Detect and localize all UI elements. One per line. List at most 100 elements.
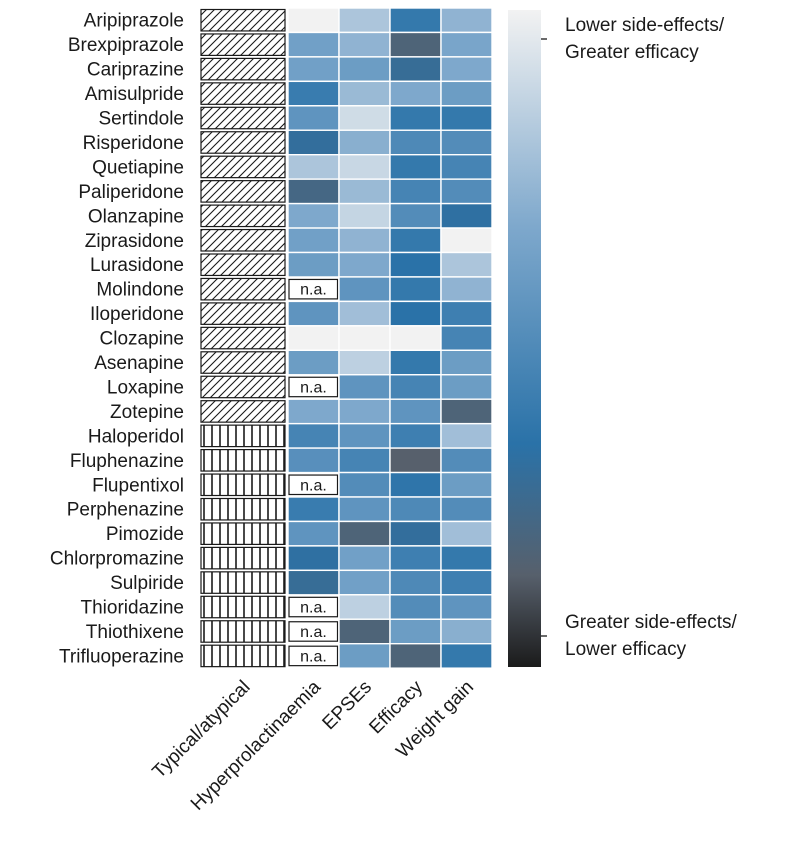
cell-thioridazine-hyperprolactinaemia-na <box>288 596 339 618</box>
row-label-asenapine: Asenapine <box>94 353 184 374</box>
row-label-iloperidone: Iloperidone <box>90 304 184 325</box>
class-cell-ziprasidone-atypical <box>200 228 286 252</box>
row-label-lurasidone: Lurasidone <box>90 255 184 276</box>
cell-flupentixol-epses <box>338 471 391 498</box>
row-label-paliperidone: Paliperidone <box>78 182 184 203</box>
colorbar-bottom-line2: Lower efficacy <box>565 639 687 660</box>
cell-sulpiride-epses <box>338 569 391 596</box>
class-cell-brexpiprazole-atypical <box>200 33 286 57</box>
cell-iloperidone-efficacy <box>389 300 442 327</box>
class-cell-risperidone-atypical <box>200 131 286 154</box>
cell-paliperidone-hyperprolactinaemia <box>287 178 340 205</box>
cell-thiothixene-epses <box>338 618 391 645</box>
cell-molindone-efficacy <box>389 276 442 303</box>
class-cell-chlorpromazine-typical <box>200 546 286 570</box>
cell-cariprazine-epses <box>338 56 391 83</box>
cell-molindone-epses <box>338 276 391 303</box>
class-cell-cariprazine-atypical <box>200 57 286 81</box>
cell-pimozide-epses <box>338 520 391 547</box>
cell-aripiprazole-epses <box>338 7 391 34</box>
cell-fluphenazine-efficacy <box>389 447 442 474</box>
cell-trifluoperazine-hyperprolactinaemia-na <box>288 645 339 667</box>
cell-brexpiprazole-weight-gain <box>440 31 493 58</box>
cell-pimozide-efficacy <box>389 520 442 547</box>
class-cell-flupentixol-typical <box>200 473 286 497</box>
cell-quetiapine-hyperprolactinaemia <box>287 153 340 180</box>
row-label-fluphenazine: Fluphenazine <box>70 451 184 472</box>
cell-paliperidone-efficacy <box>389 178 442 205</box>
cell-loxapine-weight-gain <box>440 374 493 400</box>
class-cell-amisulpride-atypical <box>200 82 286 105</box>
cell-clozapine-hyperprolactinaemia <box>287 325 340 352</box>
cell-clozapine-efficacy <box>389 325 442 352</box>
cell-aripiprazole-hyperprolactinaemia <box>287 7 340 34</box>
cell-lurasidone-hyperprolactinaemia <box>287 251 340 278</box>
cell-risperidone-weight-gain <box>440 129 493 156</box>
cell-sertindole-weight-gain <box>440 105 493 131</box>
cell-thiothixene-efficacy <box>389 618 442 645</box>
class-cell-thiothixene-typical <box>200 620 286 643</box>
cell-thioridazine-epses <box>338 594 391 620</box>
cell-amisulpride-hyperprolactinaemia <box>287 80 340 107</box>
cell-clozapine-epses <box>338 325 391 352</box>
col-label-hyperprolactinaemia: Hyperprolactinaemia <box>187 676 325 814</box>
row-label-clozapine: Clozapine <box>100 329 185 350</box>
cell-zotepine-epses <box>338 398 391 425</box>
cell-chlorpromazine-hyperprolactinaemia <box>287 545 340 572</box>
cell-perphenazine-epses <box>338 496 391 523</box>
cell-risperidone-epses <box>338 129 391 156</box>
cell-cariprazine-hyperprolactinaemia <box>287 56 340 83</box>
cell-trifluoperazine-weight-gain <box>440 643 493 669</box>
row-label-brexpiprazole: Brexpiprazole <box>68 35 184 56</box>
cell-ziprasidone-efficacy <box>389 227 442 254</box>
cell-brexpiprazole-epses <box>338 31 391 58</box>
na-label: n.a. <box>300 600 327 617</box>
cell-pimozide-hyperprolactinaemia <box>287 520 340 547</box>
cell-perphenazine-efficacy <box>389 496 442 523</box>
colorbar-top-line2: Greater efficacy <box>565 42 699 63</box>
cell-sertindole-efficacy <box>389 105 442 131</box>
cell-flupentixol-efficacy <box>389 471 442 498</box>
cell-ziprasidone-epses <box>338 227 391 254</box>
cell-sertindole-hyperprolactinaemia <box>287 105 340 131</box>
na-label: n.a. <box>300 282 327 299</box>
cell-paliperidone-epses <box>338 178 391 205</box>
row-label-risperidone: Risperidone <box>83 133 184 154</box>
cell-amisulpride-weight-gain <box>440 80 493 107</box>
row-label-cariprazine: Cariprazine <box>87 60 184 81</box>
colorbar <box>508 10 541 667</box>
cell-amisulpride-epses <box>338 80 391 107</box>
cell-quetiapine-efficacy <box>389 153 442 180</box>
cell-lurasidone-weight-gain <box>440 251 493 278</box>
cell-aripiprazole-weight-gain <box>440 7 493 34</box>
cell-sertindole-epses <box>338 105 391 131</box>
cell-ziprasidone-weight-gain <box>440 227 493 254</box>
cell-sulpiride-weight-gain <box>440 569 493 596</box>
row-label-flupentixol: Flupentixol <box>92 475 184 496</box>
cell-olanzapine-weight-gain <box>440 202 493 229</box>
row-label-quetiapine: Quetiapine <box>92 157 184 178</box>
cell-lurasidone-epses <box>338 251 391 278</box>
class-cell-thioridazine-typical <box>200 595 286 619</box>
cell-fluphenazine-epses <box>338 447 391 474</box>
cell-thiothixene-hyperprolactinaemia-na <box>288 621 339 642</box>
cell-haloperidol-weight-gain <box>440 422 493 449</box>
row-label-sulpiride: Sulpiride <box>110 573 184 594</box>
row-label-haloperidol: Haloperidol <box>88 426 184 447</box>
cell-chlorpromazine-weight-gain <box>440 545 493 572</box>
cell-iloperidone-epses <box>338 300 391 327</box>
cell-trifluoperazine-epses <box>338 643 391 669</box>
cell-chlorpromazine-efficacy <box>389 545 442 572</box>
cell-flupentixol-hyperprolactinaemia-na <box>288 474 339 496</box>
row-label-trifluoperazine: Trifluoperazine <box>59 646 184 667</box>
cell-iloperidone-hyperprolactinaemia <box>287 300 340 327</box>
row-label-amisulpride: Amisulpride <box>85 84 184 105</box>
cell-fluphenazine-hyperprolactinaemia <box>287 447 340 474</box>
cell-cariprazine-efficacy <box>389 56 442 83</box>
cell-zotepine-hyperprolactinaemia <box>287 398 340 425</box>
cell-flupentixol-weight-gain <box>440 471 493 498</box>
cell-loxapine-hyperprolactinaemia-na <box>288 376 339 398</box>
cell-asenapine-efficacy <box>389 349 442 376</box>
colorbar-bottom-line1: Greater side-effects/ <box>565 612 738 633</box>
